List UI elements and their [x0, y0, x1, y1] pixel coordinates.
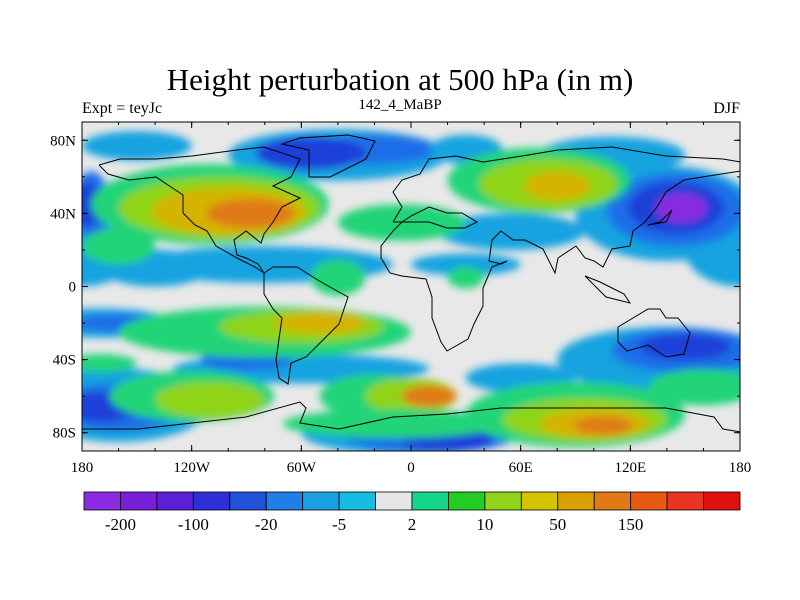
- y-tick-label: 80N: [50, 133, 76, 149]
- label-bar-swatch: [120, 491, 158, 511]
- coastline: [584, 275, 632, 304]
- label-bar-swatch: [229, 491, 267, 511]
- label-bar-swatch: [520, 491, 559, 511]
- x-tick-label: 120W: [173, 460, 211, 476]
- contour-region: [524, 171, 591, 201]
- contour-region: [82, 354, 137, 373]
- y-tick-label: 40S: [53, 353, 76, 369]
- label-bar-swatch: [83, 491, 121, 511]
- x-tick-label: 0: [407, 460, 415, 476]
- label-bar-swatch: [375, 491, 413, 511]
- coastline: [647, 209, 673, 226]
- coastline: [82, 401, 740, 433]
- label-bar-value: 150: [618, 515, 644, 534]
- label-bar-value: -5: [332, 515, 346, 534]
- contour-region: [401, 385, 457, 408]
- label-bar-value: 50: [549, 515, 566, 534]
- contour-region: [573, 416, 633, 435]
- subtitle-label: 142_4_MaBP: [358, 97, 442, 113]
- label-bar-swatch: [448, 491, 486, 511]
- coastline: [617, 308, 691, 358]
- contour-region: [283, 408, 503, 439]
- x-tick-label: 60E: [509, 460, 533, 476]
- label-bar-swatch: [557, 491, 595, 511]
- contour-region: [82, 228, 156, 265]
- contour-region: [648, 368, 740, 406]
- label-bar-swatch: [156, 491, 194, 511]
- x-tick-label: 180: [729, 460, 752, 476]
- label-bar-swatch: [484, 491, 522, 511]
- contour-region: [273, 312, 366, 335]
- plot-title: Height perturbation at 500 hPa (in m): [166, 62, 634, 97]
- label-bar-swatch: [593, 491, 632, 511]
- label-bar-swatch: [411, 491, 449, 511]
- label-bar-swatch: [192, 491, 231, 511]
- contour-region: [310, 259, 366, 296]
- label-bar-boxes: [83, 491, 741, 511]
- x-tick-label: 60W: [287, 460, 317, 476]
- contour-region: [447, 266, 485, 289]
- experiment-label: Expt = teyJc: [82, 100, 163, 117]
- contour-region: [206, 198, 295, 229]
- coastline: [263, 266, 349, 385]
- y-tick-label: 40N: [50, 206, 76, 222]
- contour-region: [655, 193, 708, 223]
- coastline: [280, 134, 376, 178]
- y-tick-label: 80S: [53, 426, 76, 442]
- label-bar-value: 2: [408, 515, 417, 534]
- label-bar-swatch: [630, 491, 668, 511]
- label-bar-swatch: [265, 491, 304, 511]
- x-axis-ticks: 180 120W 60W 0 60E 120E 180: [71, 122, 752, 476]
- y-tick-label: 0: [69, 280, 77, 296]
- contour-region: [411, 253, 521, 276]
- continent-outlines: [82, 134, 740, 433]
- season-label: DJF: [713, 100, 740, 117]
- label-bar-labels: -200 -100 -20 -5 2 10 50 150: [105, 515, 644, 534]
- x-tick-label: 120E: [614, 460, 646, 476]
- label-bar-swatch: [302, 491, 340, 511]
- coastline: [380, 146, 740, 352]
- label-bar-value: -20: [255, 515, 278, 534]
- label-bar-value: -200: [105, 515, 136, 534]
- label-bar-value: -100: [178, 515, 209, 534]
- contour-blobs: [82, 129, 740, 451]
- contour-region: [639, 334, 731, 360]
- contour-region: [82, 131, 192, 161]
- x-tick-label: 180: [71, 460, 94, 476]
- label-bar-swatch: [666, 491, 704, 511]
- y-axis-ticks: 80N 40N 0 40S 80S: [50, 133, 740, 442]
- contour-region: [155, 381, 265, 419]
- label-bar-value: 10: [476, 515, 493, 534]
- label-bar-swatch: [703, 491, 741, 511]
- label-bar-swatch: [338, 491, 376, 511]
- contour-field: [82, 122, 740, 451]
- contour-region: [255, 136, 366, 170]
- coastline: [98, 146, 302, 274]
